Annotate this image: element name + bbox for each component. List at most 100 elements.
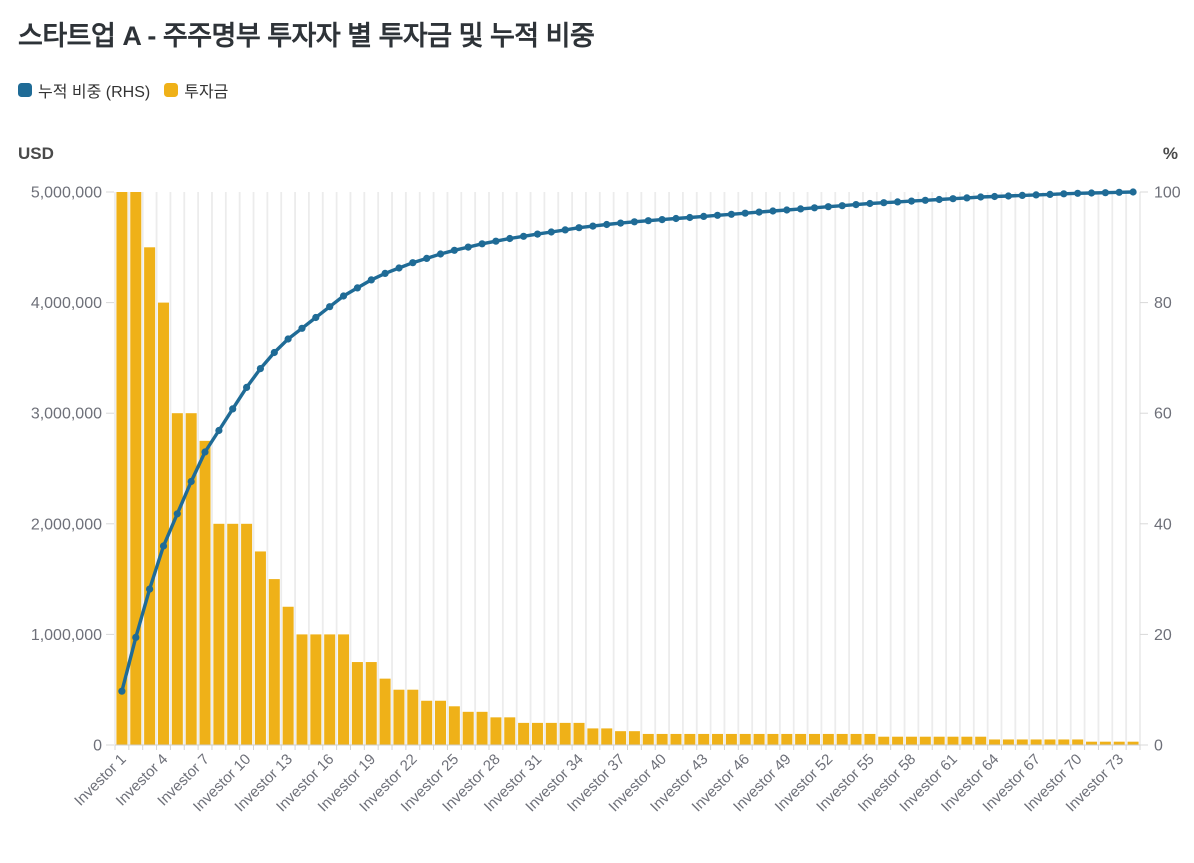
- bar-investor-56[interactable]: [878, 736, 890, 745]
- bar-investor-34[interactable]: [573, 722, 585, 745]
- bar-investor-3[interactable]: [144, 247, 156, 746]
- line-point-investor-15[interactable]: [312, 313, 320, 322]
- line-point-investor-39[interactable]: [644, 217, 652, 225]
- bar-investor-48[interactable]: [767, 733, 779, 745]
- bar-investor-12[interactable]: [268, 579, 280, 745]
- bar-investor-37[interactable]: [615, 731, 627, 745]
- bar-investor-13[interactable]: [282, 606, 294, 745]
- bar-investor-43[interactable]: [698, 733, 710, 745]
- line-point-investor-45[interactable]: [727, 210, 736, 218]
- line-point-investor-35[interactable]: [589, 222, 597, 230]
- line-point-investor-25[interactable]: [450, 246, 458, 254]
- bar-investor-32[interactable]: [545, 722, 557, 745]
- line-point-investor-36[interactable]: [603, 220, 611, 229]
- bar-investor-68[interactable]: [1044, 739, 1056, 745]
- bar-investor-15[interactable]: [310, 634, 322, 745]
- bar-investor-19[interactable]: [365, 662, 377, 745]
- line-point-investor-11[interactable]: [256, 365, 264, 373]
- bar-investor-46[interactable]: [739, 733, 751, 745]
- line-point-investor-37[interactable]: [617, 219, 625, 227]
- bar-investor-18[interactable]: [351, 662, 363, 745]
- line-point-investor-61[interactable]: [949, 195, 957, 203]
- line-point-investor-33[interactable]: [561, 226, 569, 234]
- line-point-investor-29[interactable]: [506, 234, 514, 243]
- bar-investor-21[interactable]: [393, 689, 405, 745]
- bar-investor-30[interactable]: [518, 722, 530, 745]
- bar-investor-55[interactable]: [864, 733, 876, 745]
- legend-item-investment[interactable]: 투자금: [164, 78, 228, 102]
- line-point-investor-63[interactable]: [977, 193, 985, 201]
- bar-investor-50[interactable]: [795, 733, 807, 745]
- bar-investor-69[interactable]: [1058, 739, 1070, 745]
- line-point-investor-55[interactable]: [866, 199, 874, 208]
- bar-investor-14[interactable]: [296, 634, 308, 745]
- bar-investor-39[interactable]: [642, 733, 654, 745]
- bar-investor-72[interactable]: [1099, 741, 1111, 745]
- bar-investor-33[interactable]: [559, 722, 571, 745]
- bar-investor-26[interactable]: [462, 711, 474, 745]
- bar-investor-74[interactable]: [1127, 741, 1139, 745]
- line-point-investor-31[interactable]: [533, 230, 542, 238]
- bar-investor-63[interactable]: [975, 736, 987, 745]
- line-point-investor-68[interactable]: [1046, 190, 1054, 198]
- line-point-investor-27[interactable]: [478, 240, 486, 248]
- bar-investor-47[interactable]: [753, 733, 765, 745]
- line-point-investor-18[interactable]: [353, 284, 361, 292]
- bar-investor-25[interactable]: [448, 706, 460, 745]
- line-point-investor-9[interactable]: [229, 405, 237, 413]
- line-point-investor-2[interactable]: [132, 633, 140, 641]
- line-point-investor-71[interactable]: [1087, 189, 1096, 197]
- line-point-investor-72[interactable]: [1101, 189, 1109, 197]
- line-point-investor-6[interactable]: [187, 477, 195, 486]
- line-point-investor-57[interactable]: [894, 198, 902, 206]
- line-point-investor-10[interactable]: [243, 383, 251, 391]
- bar-investor-16[interactable]: [324, 634, 336, 745]
- line-point-investor-56[interactable]: [880, 199, 888, 207]
- line-point-investor-20[interactable]: [381, 269, 389, 277]
- line-point-investor-41[interactable]: [672, 214, 680, 223]
- bar-investor-66[interactable]: [1016, 739, 1028, 745]
- bar-investor-22[interactable]: [407, 689, 419, 745]
- bar-investor-5[interactable]: [171, 413, 183, 745]
- line-point-investor-48[interactable]: [769, 207, 777, 215]
- bar-investor-36[interactable]: [601, 728, 613, 745]
- bar-investor-60[interactable]: [933, 736, 945, 745]
- line-point-investor-74[interactable]: [1129, 188, 1137, 196]
- bar-investor-4[interactable]: [157, 302, 169, 745]
- bar-investor-11[interactable]: [254, 551, 266, 745]
- bar-investor-51[interactable]: [808, 733, 820, 745]
- line-point-investor-49[interactable]: [783, 206, 791, 214]
- bar-investor-17[interactable]: [338, 634, 350, 745]
- line-point-investor-28[interactable]: [492, 237, 500, 245]
- bar-investor-61[interactable]: [947, 736, 959, 745]
- line-point-investor-17[interactable]: [339, 292, 348, 300]
- line-point-investor-40[interactable]: [658, 216, 666, 224]
- bar-investor-10[interactable]: [241, 523, 253, 745]
- bar-investor-2[interactable]: [130, 192, 142, 745]
- line-point-investor-22[interactable]: [409, 259, 417, 267]
- line-point-investor-47[interactable]: [755, 208, 763, 216]
- bar-investor-9[interactable]: [227, 523, 239, 745]
- bar-investor-57[interactable]: [892, 736, 904, 745]
- bar-investor-70[interactable]: [1072, 739, 1084, 745]
- bar-investor-40[interactable]: [656, 733, 668, 745]
- line-point-investor-52[interactable]: [824, 203, 832, 211]
- bar-investor-41[interactable]: [670, 733, 682, 745]
- bar-investor-59[interactable]: [919, 736, 931, 745]
- line-point-investor-54[interactable]: [852, 201, 860, 209]
- bar-investor-65[interactable]: [1002, 739, 1014, 745]
- line-point-investor-14[interactable]: [298, 324, 306, 332]
- bar-investor-38[interactable]: [628, 731, 640, 745]
- line-point-investor-23[interactable]: [423, 254, 431, 262]
- bar-investor-73[interactable]: [1113, 741, 1125, 745]
- line-point-investor-44[interactable]: [713, 211, 722, 219]
- bar-investor-24[interactable]: [435, 700, 447, 745]
- bar-investor-62[interactable]: [961, 736, 973, 745]
- bar-investor-44[interactable]: [712, 733, 724, 745]
- bar-investor-7[interactable]: [199, 440, 211, 745]
- line-point-investor-60[interactable]: [935, 195, 943, 204]
- bar-investor-1[interactable]: [116, 192, 128, 745]
- bar-investor-27[interactable]: [476, 711, 488, 745]
- bar-investor-71[interactable]: [1086, 741, 1098, 745]
- line-point-investor-19[interactable]: [367, 276, 375, 284]
